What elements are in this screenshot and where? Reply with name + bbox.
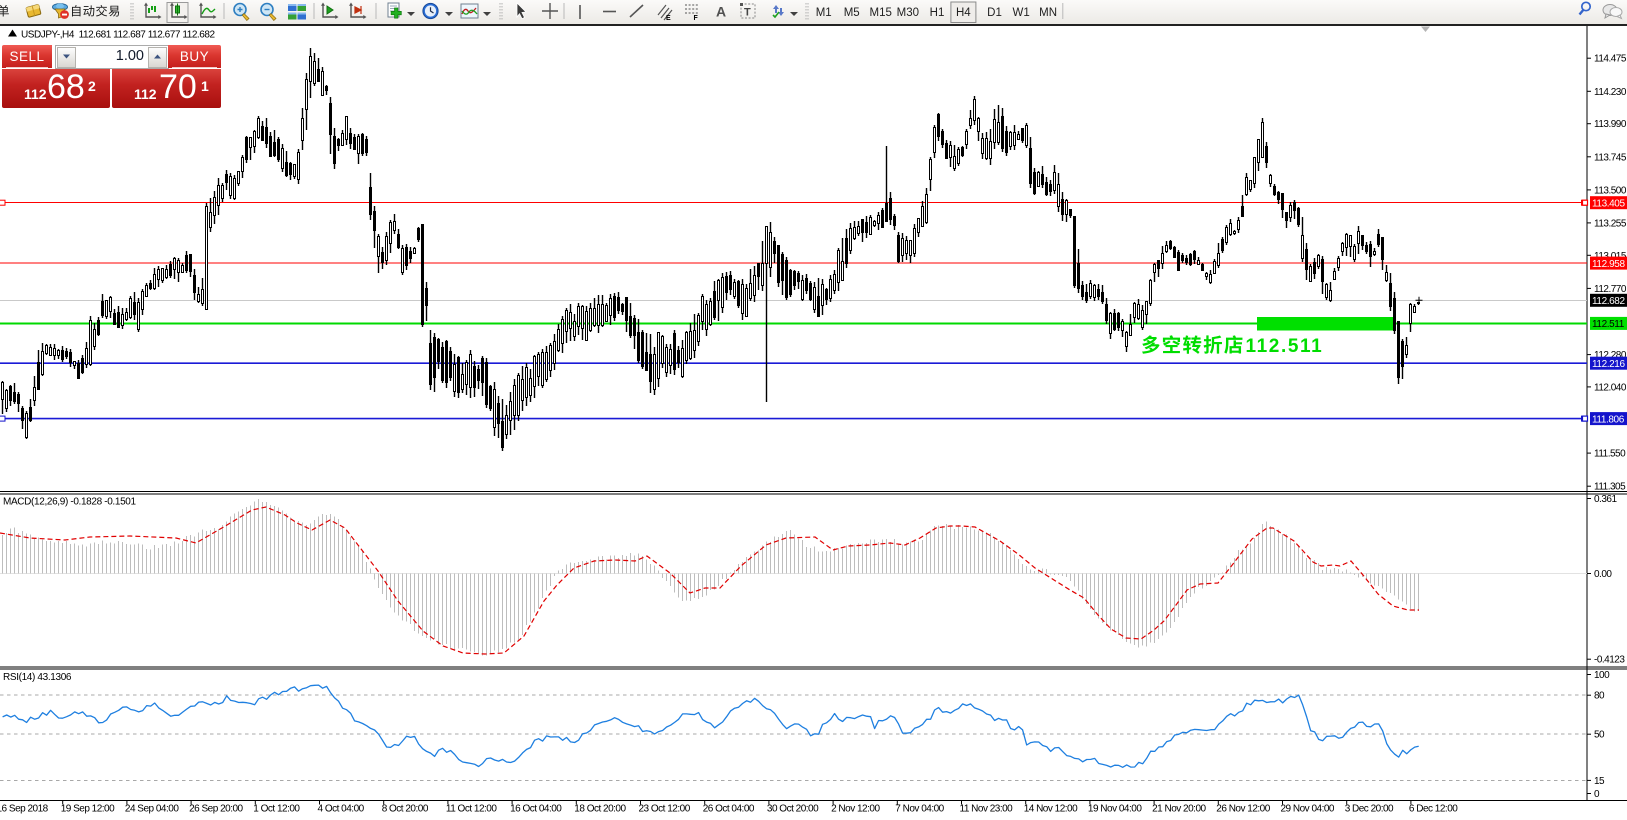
svg-text:113.990: 113.990	[1594, 119, 1627, 130]
svg-text:MACD(12,26,9) -0.1828 -0.1501: MACD(12,26,9) -0.1828 -0.1501	[3, 497, 136, 508]
svg-text:0.361: 0.361	[1594, 494, 1617, 505]
svg-text:E: E	[666, 15, 671, 22]
svg-text:F: F	[694, 15, 699, 22]
svg-text:112.511: 112.511	[1592, 319, 1625, 330]
svg-text:114.475: 114.475	[1594, 54, 1627, 65]
svg-text:-0.4123: -0.4123	[1594, 655, 1625, 666]
svg-text:8 Oct 20:00: 8 Oct 20:00	[382, 804, 429, 815]
svg-text:112.216: 112.216	[1592, 359, 1625, 370]
svg-text:113.500: 113.500	[1594, 185, 1627, 196]
svg-text:15: 15	[1594, 776, 1605, 787]
svg-text:W1: W1	[1012, 7, 1029, 19]
svg-text:111.305: 111.305	[1594, 482, 1626, 493]
svg-text:11 Nov 23:00: 11 Nov 23:00	[960, 804, 1014, 815]
svg-text:USDJPY-,H4 112.681 112.687 11: USDJPY-,H4 112.681 112.687 112.677 112.6…	[21, 30, 215, 41]
svg-text:113.255: 113.255	[1594, 218, 1627, 229]
svg-text:113.015: 113.015	[1594, 251, 1627, 262]
svg-text:H4: H4	[956, 7, 971, 19]
svg-text:112.511: 112.511	[1246, 336, 1324, 357]
svg-text:1 Oct 12:00: 1 Oct 12:00	[253, 804, 300, 815]
svg-text:80: 80	[1594, 691, 1605, 702]
svg-text:29 Nov 04:00: 29 Nov 04:00	[1281, 804, 1335, 815]
svg-text:M30: M30	[897, 7, 919, 19]
svg-text:2 Nov 12:00: 2 Nov 12:00	[831, 804, 880, 815]
svg-text:112.958: 112.958	[1592, 259, 1625, 270]
svg-text:112.682: 112.682	[1592, 296, 1625, 307]
svg-text:D1: D1	[987, 7, 1002, 19]
svg-text:M15: M15	[870, 7, 892, 19]
svg-text:26 Oct 04:00: 26 Oct 04:00	[703, 804, 755, 815]
svg-text:16 Sep 2018: 16 Sep 2018	[0, 804, 49, 815]
svg-text:A: A	[716, 4, 726, 20]
svg-text:113.405: 113.405	[1592, 199, 1625, 210]
svg-text:112.280: 112.280	[1594, 350, 1627, 361]
svg-text:112.040: 112.040	[1594, 382, 1627, 393]
svg-text:112.770: 112.770	[1594, 284, 1627, 295]
svg-text:111.550: 111.550	[1594, 449, 1626, 460]
svg-text:4 Oct 04:00: 4 Oct 04:00	[318, 804, 365, 815]
svg-text:0: 0	[1594, 789, 1600, 800]
svg-text:111.806: 111.806	[1592, 414, 1625, 425]
svg-text:19 Sep 12:00: 19 Sep 12:00	[61, 804, 115, 815]
svg-text:T: T	[744, 7, 751, 19]
svg-text:7 Nov 04:00: 7 Nov 04:00	[895, 804, 944, 815]
svg-text:M1: M1	[816, 7, 832, 19]
svg-text:M5: M5	[844, 7, 860, 19]
svg-text:RSI(14) 43.1306: RSI(14) 43.1306	[3, 672, 72, 683]
svg-text:26 Sep 20:00: 26 Sep 20:00	[189, 804, 243, 815]
svg-text:113.745: 113.745	[1594, 152, 1627, 163]
svg-text:21 Nov 20:00: 21 Nov 20:00	[1152, 804, 1206, 815]
svg-text:6 Dec 12:00: 6 Dec 12:00	[1409, 804, 1458, 815]
svg-text:3 Dec 20:00: 3 Dec 20:00	[1345, 804, 1394, 815]
svg-text:MN: MN	[1039, 7, 1057, 19]
svg-text:23 Oct 12:00: 23 Oct 12:00	[639, 804, 691, 815]
svg-text:14 Nov 12:00: 14 Nov 12:00	[1024, 804, 1078, 815]
svg-text:0.00: 0.00	[1594, 569, 1612, 580]
svg-text:50: 50	[1594, 730, 1605, 741]
svg-text:H1: H1	[930, 7, 945, 19]
svg-text:24 Sep 04:00: 24 Sep 04:00	[125, 804, 179, 815]
svg-text:18 Oct 20:00: 18 Oct 20:00	[574, 804, 626, 815]
svg-text:100: 100	[1594, 670, 1610, 681]
svg-text:26 Nov 12:00: 26 Nov 12:00	[1216, 804, 1270, 815]
svg-text:19 Nov 04:00: 19 Nov 04:00	[1088, 804, 1142, 815]
svg-text:30 Oct 20:00: 30 Oct 20:00	[767, 804, 819, 815]
svg-text:16 Oct 04:00: 16 Oct 04:00	[510, 804, 562, 815]
svg-text:114.230: 114.230	[1594, 87, 1627, 98]
svg-text:11 Oct 12:00: 11 Oct 12:00	[446, 804, 497, 815]
